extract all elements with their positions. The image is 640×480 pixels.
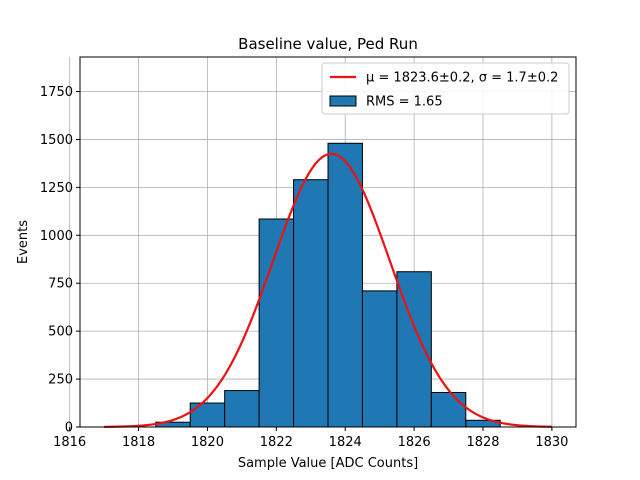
- x-tick-label: 1820: [191, 435, 224, 450]
- fit-curve-group: [104, 152, 552, 428]
- histogram-bar: [430, 391, 467, 428]
- x-tick-label: 1824: [329, 435, 362, 450]
- x-tick-label: 1826: [398, 435, 431, 450]
- x-axis-label: Sample Value [ADC Counts]: [238, 456, 418, 471]
- x-tick-label: 1816: [53, 435, 86, 450]
- histogram-bar: [361, 290, 398, 428]
- y-tick-label: 1750: [40, 85, 73, 100]
- x-tick-label: 1828: [466, 435, 499, 450]
- legend-label: μ = 1823.6±0.2, σ = 1.7±0.2: [366, 71, 558, 86]
- legend-label: RMS = 1.65: [366, 95, 443, 110]
- y-tick-label: 250: [48, 373, 73, 388]
- y-tick-label: 1250: [40, 181, 73, 196]
- gaussian-fit-curve: [104, 152, 552, 428]
- x-tick-label: 1830: [535, 435, 568, 450]
- y-axis-label: Events: [16, 220, 31, 264]
- histogram-bar: [189, 402, 226, 428]
- histogram-bar: [293, 179, 329, 428]
- x-axis-ticks: 1816 1818 1820 1822 1824 1826 1828 1830: [53, 427, 568, 450]
- chart-title: Baseline value, Ped Run: [238, 35, 418, 53]
- y-tick-label: 1500: [40, 133, 73, 148]
- y-axis-ticks: 0 250 500 750 1000 1250 1500 1750: [40, 85, 80, 436]
- y-tick-label: 500: [48, 325, 73, 340]
- x-tick-label: 1818: [122, 435, 155, 450]
- y-tick-label: 0: [65, 421, 73, 436]
- plot-frame: [79, 56, 577, 428]
- histogram-bar: [224, 390, 260, 428]
- legend-bar-swatch: [329, 95, 357, 107]
- x-tick-label: 1822: [260, 435, 293, 450]
- y-tick-label: 1000: [40, 229, 73, 244]
- legend-box: [321, 62, 570, 115]
- y-tick-label: 750: [48, 277, 73, 292]
- histogram-bars: [155, 142, 501, 428]
- legend: μ = 1823.6±0.2, σ = 1.7±0.2 RMS = 1.65: [321, 62, 570, 115]
- histogram-bar: [327, 142, 363, 428]
